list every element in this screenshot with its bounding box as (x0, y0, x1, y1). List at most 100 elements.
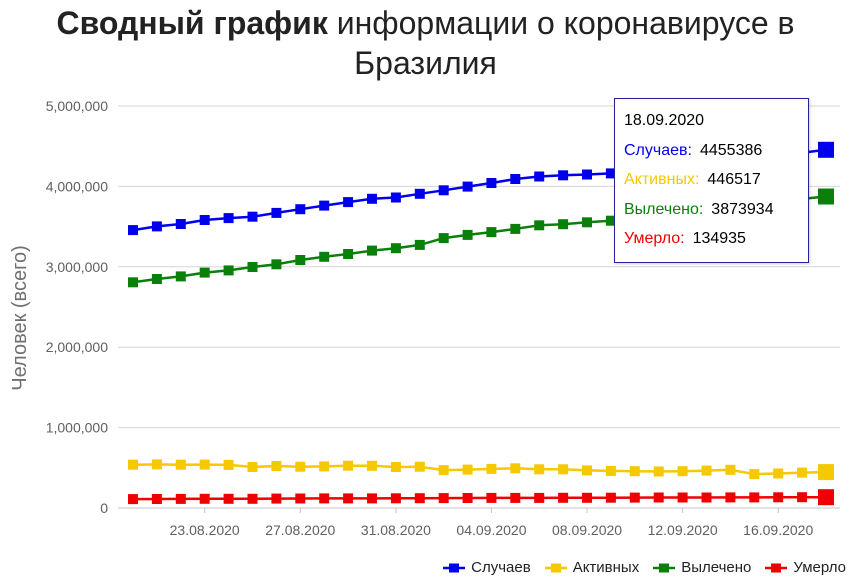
data-point-marker[interactable] (582, 169, 592, 180)
data-point-marker[interactable] (295, 461, 306, 472)
data-point-marker[interactable] (605, 215, 616, 226)
data-point-marker[interactable] (319, 493, 330, 504)
data-point-marker[interactable] (151, 221, 162, 232)
data-point-marker[interactable] (223, 265, 234, 276)
legend-item-recovered[interactable]: Вылечено (653, 558, 751, 578)
data-point-marker[interactable] (653, 492, 664, 503)
data-point-marker[interactable] (773, 468, 784, 479)
data-point-marker[interactable] (151, 494, 162, 504)
data-point-marker[interactable] (223, 213, 234, 224)
data-point-marker[interactable] (295, 204, 306, 215)
data-point-marker[interactable] (605, 168, 616, 179)
data-point-marker[interactable] (175, 219, 186, 229)
data-point-marker[interactable] (319, 200, 330, 211)
data-point-marker-highlighted[interactable] (818, 188, 834, 205)
data-point-marker[interactable] (223, 459, 234, 470)
data-point-marker[interactable] (151, 459, 162, 470)
data-point-marker[interactable] (438, 233, 449, 244)
data-point-marker[interactable] (319, 461, 330, 472)
data-point-marker[interactable] (701, 465, 712, 476)
data-point-marker[interactable] (462, 464, 473, 475)
data-point-marker[interactable] (199, 493, 210, 504)
data-point-marker-highlighted[interactable] (818, 141, 834, 158)
data-point-marker[interactable] (462, 229, 473, 240)
data-point-marker[interactable] (390, 192, 401, 203)
legend-item-active[interactable]: Активных (544, 558, 639, 578)
data-point-marker[interactable] (486, 492, 497, 503)
data-point-marker[interactable] (534, 171, 545, 182)
data-point-marker[interactable] (582, 465, 592, 476)
data-point-marker[interactable] (438, 493, 449, 504)
data-point-marker[interactable] (128, 225, 138, 236)
data-point-marker[interactable] (534, 220, 545, 231)
data-point-marker[interactable] (128, 459, 138, 470)
data-point-marker[interactable] (749, 469, 760, 480)
data-point-marker[interactable] (128, 277, 138, 288)
data-point-marker[interactable] (414, 493, 425, 504)
data-point-marker[interactable] (175, 493, 186, 504)
data-point-marker[interactable] (677, 492, 688, 503)
data-point-marker[interactable] (677, 466, 688, 477)
data-point-marker[interactable] (582, 492, 592, 503)
data-point-marker[interactable] (343, 249, 354, 259)
data-point-marker[interactable] (367, 193, 377, 204)
data-point-marker[interactable] (486, 227, 497, 238)
data-point-marker[interactable] (773, 492, 784, 503)
data-point-marker[interactable] (510, 492, 521, 503)
data-point-marker[interactable] (199, 215, 210, 225)
data-point-marker[interactable] (629, 492, 640, 503)
data-point-marker[interactable] (749, 492, 760, 503)
data-point-marker[interactable] (367, 493, 377, 504)
data-point-marker[interactable] (247, 262, 258, 272)
data-point-marker[interactable] (558, 219, 569, 230)
legend-item-deaths[interactable]: Умерло (765, 558, 846, 578)
data-point-marker[interactable] (390, 493, 401, 504)
data-point-marker[interactable] (128, 494, 138, 505)
data-point-marker[interactable] (319, 251, 330, 262)
data-point-marker[interactable] (462, 181, 473, 192)
data-point-marker[interactable] (247, 493, 258, 504)
data-point-marker[interactable] (223, 493, 234, 504)
data-point-marker[interactable] (558, 464, 569, 475)
data-point-marker[interactable] (271, 259, 282, 270)
data-point-marker[interactable] (701, 492, 712, 503)
data-point-marker[interactable] (462, 493, 473, 503)
data-point-marker[interactable] (390, 462, 401, 472)
data-point-marker[interactable] (510, 223, 521, 234)
data-point-marker[interactable] (653, 466, 664, 477)
data-point-marker[interactable] (629, 466, 640, 477)
data-point-marker[interactable] (390, 243, 401, 254)
data-point-marker[interactable] (414, 239, 425, 250)
data-point-marker[interactable] (175, 271, 186, 282)
data-point-marker[interactable] (582, 217, 592, 228)
data-point-marker[interactable] (558, 492, 569, 503)
data-point-marker[interactable] (534, 464, 545, 475)
data-point-marker[interactable] (510, 463, 521, 474)
data-point-marker[interactable] (414, 461, 425, 472)
data-point-marker[interactable] (151, 274, 162, 284)
data-point-marker[interactable] (367, 245, 377, 256)
data-point-marker[interactable] (510, 174, 521, 184)
data-point-marker[interactable] (271, 207, 282, 218)
data-point-marker[interactable] (295, 493, 306, 504)
data-point-marker[interactable] (199, 267, 210, 278)
data-point-marker[interactable] (247, 462, 258, 472)
legend-item-cases[interactable]: Случаев (443, 558, 531, 578)
data-point-marker[interactable] (199, 459, 210, 470)
data-point-marker[interactable] (271, 461, 282, 471)
data-point-marker[interactable] (343, 493, 354, 504)
data-point-marker[interactable] (367, 460, 377, 471)
data-point-marker-highlighted[interactable] (818, 489, 834, 506)
data-point-marker[interactable] (438, 185, 449, 196)
data-point-marker[interactable] (247, 211, 258, 222)
data-point-marker[interactable] (438, 465, 449, 476)
data-point-marker[interactable] (414, 188, 425, 199)
data-point-marker[interactable] (605, 465, 616, 476)
data-point-marker[interactable] (175, 459, 186, 470)
data-point-marker[interactable] (486, 463, 497, 474)
data-point-marker[interactable] (725, 464, 736, 475)
data-point-marker-highlighted[interactable] (818, 464, 834, 481)
data-point-marker[interactable] (343, 460, 354, 471)
data-point-marker[interactable] (797, 467, 808, 478)
data-point-marker[interactable] (271, 493, 282, 504)
